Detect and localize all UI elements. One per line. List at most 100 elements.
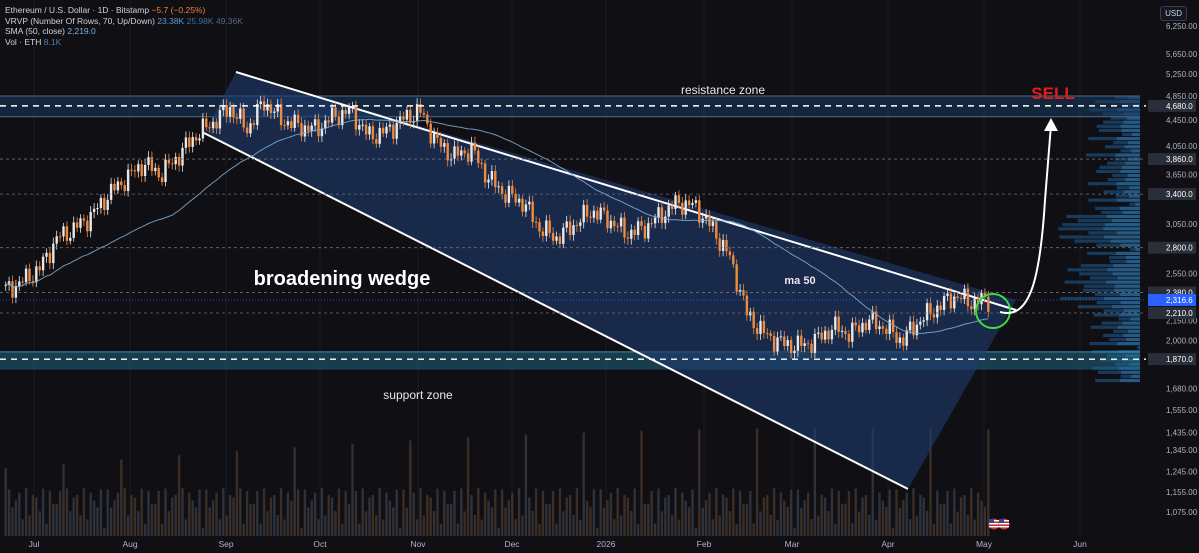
volume-bar (133, 497, 137, 536)
candle-body (796, 335, 800, 351)
vp-bar-up (1130, 317, 1140, 321)
candle-body (225, 105, 228, 117)
currency-button[interactable]: USD (1160, 6, 1187, 21)
volume-bar (677, 519, 681, 536)
volume-bar (157, 490, 160, 536)
candle-body (480, 163, 483, 165)
legend-vrvp-total: 49.36K (215, 15, 243, 26)
volume-bar (443, 490, 446, 536)
volume-bar (52, 503, 55, 536)
time-axis[interactable]: Jul Aug Sep Oct Nov Dec 2026 Feb Mar Apr May Jun (29, 539, 1088, 549)
volume-bar (45, 523, 48, 536)
us-flag-icon[interactable] (988, 518, 1010, 530)
candle-body (154, 167, 157, 172)
candle-body (959, 298, 963, 300)
volume-bar (681, 492, 684, 536)
candle-body (902, 337, 905, 346)
volume-bar (735, 523, 738, 536)
volume-bar (398, 527, 402, 536)
candle-body (677, 195, 681, 203)
vp-bar-up (1131, 149, 1140, 153)
candle-body (582, 204, 585, 223)
volume-bar (171, 497, 174, 536)
candle-body (912, 321, 915, 336)
volume-bar (466, 437, 470, 536)
volume-bar (439, 523, 443, 536)
volume-bar (851, 523, 854, 536)
candle-body (715, 221, 718, 239)
volume-bar (490, 507, 494, 536)
volume-bar (242, 523, 245, 536)
x-tick-label: Apr (881, 539, 894, 549)
volume-bar (589, 507, 592, 536)
wedge-fill (204, 72, 1016, 489)
volume-bar (446, 503, 449, 536)
volume-bar (344, 490, 347, 536)
level-tag-label: 1,870.0 (1166, 355, 1193, 364)
candle-body (830, 329, 834, 340)
volume-bar (779, 492, 783, 536)
candle-body (453, 146, 456, 159)
legend-vol-row[interactable]: Vol · ETH 8.1K (5, 37, 243, 48)
y-tick-label: 3,050.00 (1166, 220, 1198, 229)
volume-bar (259, 523, 262, 536)
candle-body (160, 177, 164, 183)
legend-sma-row[interactable]: SMA (50, close) 2,219.0 (5, 26, 243, 37)
vp-bar-up (1123, 309, 1140, 313)
vp-bar (1079, 272, 1140, 276)
legend-symbol-row[interactable]: Ethereum / U.S. Dollar · 1D · Bitstamp −… (5, 5, 243, 16)
vp-bar-up (1116, 251, 1140, 255)
candle-body (341, 110, 344, 126)
volume-bar (364, 511, 368, 536)
volume-bar (405, 507, 409, 536)
vp-bar-up (1127, 141, 1140, 145)
volume-bar (847, 490, 851, 536)
volume-bar (619, 515, 623, 536)
candle-body (290, 121, 293, 128)
volume-bar (96, 507, 99, 536)
volume-bar (562, 511, 565, 536)
volume-bar (745, 503, 749, 536)
candle-body (171, 163, 174, 165)
volume-bar (109, 507, 113, 536)
vp-bar (1103, 190, 1140, 194)
volume-bar (239, 488, 242, 536)
candle-body (929, 303, 932, 315)
candle-body (827, 330, 830, 340)
volume-bar (351, 443, 354, 536)
candle-body (218, 110, 222, 129)
volume-bar (902, 500, 905, 536)
volume-bar (137, 511, 140, 536)
candle-body (919, 321, 922, 325)
vp-bar-up (1117, 276, 1140, 280)
price-axis[interactable]: 6,250.00 5,650.00 5,250.00 4,850.00 4,450.00… (1146, 0, 1199, 553)
sell-label: SELL (1031, 84, 1074, 103)
candle-body (623, 217, 626, 238)
volume-bar (643, 503, 647, 536)
vp-bar (1087, 182, 1140, 186)
volume-bar (208, 507, 211, 536)
candle-body (908, 321, 912, 331)
volume-bar (694, 527, 698, 536)
candle-body (208, 127, 211, 129)
volume-bar (857, 511, 861, 536)
y-tick-label: 2,000.00 (1166, 337, 1198, 346)
volume-bar (613, 519, 616, 536)
volume-bar (460, 488, 463, 536)
candle-body (313, 119, 317, 126)
volume-bar (381, 519, 385, 536)
vp-bar (1103, 120, 1140, 124)
legend-sma-value: 2,219.0 (67, 26, 96, 37)
vp-bar (1113, 141, 1140, 145)
level-tag (1148, 307, 1196, 320)
volume-bar (840, 504, 844, 536)
candle-body (232, 107, 235, 118)
legend-vrvp-row[interactable]: VRVP (Number Of Rows, 70, Up/Down) 23.38… (5, 16, 243, 27)
volume-bar (946, 490, 949, 536)
volume-bar (704, 500, 708, 536)
volume-bar (79, 515, 82, 536)
vp-bar-up (1127, 329, 1140, 333)
candle-body (572, 225, 575, 235)
candle-body (834, 316, 837, 330)
